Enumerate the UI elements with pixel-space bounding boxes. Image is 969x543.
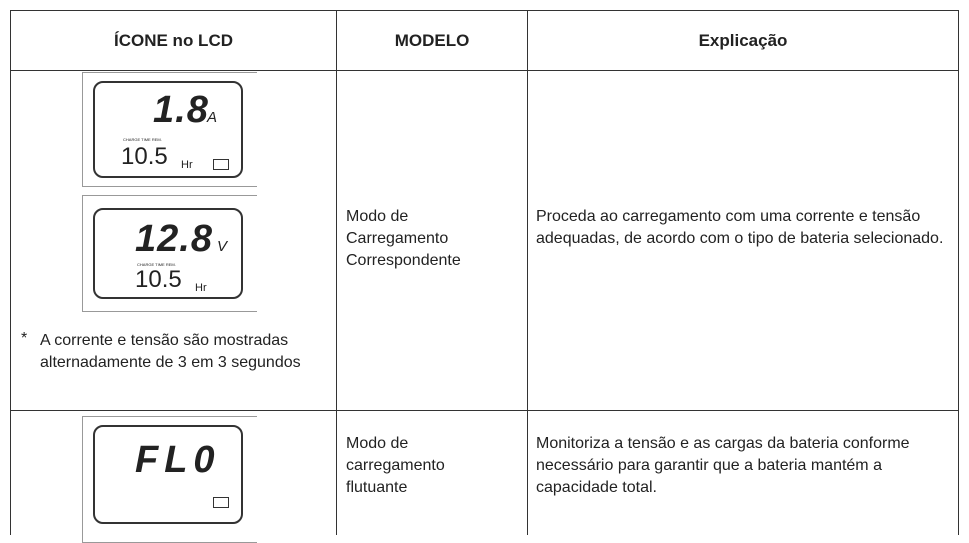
note: A corrente e tensão são mostradas altern…: [40, 332, 301, 371]
header-cell: ÍCONE no LCD: [114, 31, 233, 50]
explanation: Proceda ao carregamento com uma corrente…: [536, 208, 944, 247]
lcd-icon: 12.8 V CHARGE TIME REM. 10.5 Hr: [82, 195, 257, 312]
border: [10, 10, 11, 535]
border: [527, 10, 528, 535]
lcd-time: 10.5: [121, 143, 168, 170]
battery-icon: [213, 497, 229, 508]
lcd-reading: FL0: [135, 439, 221, 481]
lcd-icon: FL0: [82, 416, 257, 543]
lcd-time: 10.5: [135, 266, 182, 293]
lcd-reading: 12.8: [135, 218, 213, 260]
border: [958, 10, 959, 535]
header-cell: MODELO: [394, 31, 470, 50]
lcd-time-unit: Hr: [181, 159, 193, 171]
battery-icon: [213, 159, 229, 170]
border: [336, 10, 337, 535]
lcd-caption: CHARGE TIME REM.: [123, 137, 162, 142]
lcd-unit: V: [217, 238, 228, 255]
lcd-caption: CHARGE TIME REM.: [137, 262, 176, 267]
lcd-unit: A: [207, 109, 218, 126]
border: [10, 410, 959, 411]
explanation: Monitoriza a tensão e as cargas da bater…: [536, 435, 910, 496]
lcd-reading: 1.8: [153, 89, 209, 131]
lcd-icon: 1.8 A CHARGE TIME REM. 10.5 Hr: [82, 72, 257, 187]
lcd-time-unit: Hr: [195, 282, 207, 294]
border: [10, 70, 959, 71]
model: Modo de Carregamento Correspondente: [346, 208, 461, 269]
note-mark: *: [21, 330, 28, 347]
header-cell: Explicação: [698, 31, 788, 50]
border: [10, 10, 959, 11]
model: Modo de carregamento flutuante: [346, 435, 445, 496]
